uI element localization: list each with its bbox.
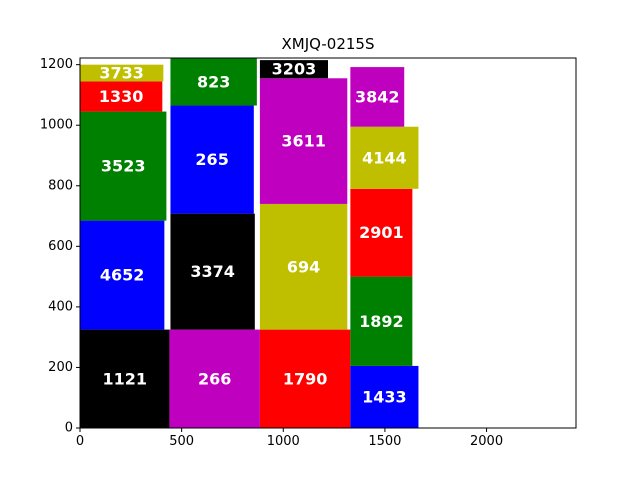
box-3374: 3374 <box>170 213 255 330</box>
box-823: 823 <box>170 58 257 106</box>
box-694: 694 <box>259 203 348 330</box>
y-tick-label: 1200 <box>40 57 73 72</box>
box-3611: 3611 <box>259 78 348 204</box>
box-label: 1892 <box>359 312 404 331</box>
chart-title: XMJQ-0215S <box>282 35 375 53</box>
box-rect <box>259 203 348 330</box>
box-rect <box>350 188 413 277</box>
box-1790: 1790 <box>259 329 351 428</box>
box-rect <box>80 329 170 428</box>
box-rect <box>259 78 348 204</box>
box-4652: 4652 <box>80 220 165 330</box>
box-1330: 1330 <box>80 81 163 112</box>
x-tick-label: 2000 <box>470 434 503 449</box>
x-tick-label: 1000 <box>267 434 300 449</box>
box-rect <box>259 60 328 79</box>
x-tick-label: 0 <box>76 434 84 449</box>
box-label: 4144 <box>362 148 407 167</box>
box-label: 266 <box>198 369 231 388</box>
plot-frame <box>79 57 577 429</box>
box-label: 1330 <box>99 87 144 106</box>
y-tick-label: 0 <box>65 421 73 436</box>
box-266: 266 <box>169 329 260 428</box>
box-3733: 3733 <box>80 63 164 82</box>
box-label: 823 <box>197 72 230 91</box>
box-rect <box>170 105 254 214</box>
box-3842: 3842 <box>350 67 405 127</box>
box-label: 2901 <box>359 223 404 242</box>
box-label: 265 <box>195 150 228 169</box>
y-tick-label: 1000 <box>40 118 73 133</box>
box-1892: 1892 <box>350 276 413 366</box>
boxes-layer: 1121 4652 3523 1330 3733 266 3374 265 823 1790 694… <box>80 58 419 428</box>
box-rect <box>259 329 351 428</box>
box-label: 3203 <box>272 60 317 79</box>
box-rect <box>80 111 167 221</box>
y-tick-label: 800 <box>48 178 73 193</box>
box-rect <box>350 365 419 428</box>
box-label: 1121 <box>102 369 147 388</box>
box-2901: 2901 <box>350 188 413 277</box>
axes: 0 500 1000 1500 2000 0 200 400 600 800 1000 1200 <box>40 57 503 449</box>
box-rect <box>170 58 257 106</box>
x-tick-label: 500 <box>169 434 194 449</box>
box-rect <box>169 329 260 428</box>
box-1433: 1433 <box>350 365 419 428</box>
box-label: 694 <box>287 257 320 276</box>
box-label: 3523 <box>101 157 146 176</box>
box-label: 3733 <box>99 63 144 82</box>
y-tick-label: 600 <box>48 239 73 254</box>
box-rect <box>350 276 413 366</box>
box-label: 1433 <box>362 387 407 406</box>
box-label: 1790 <box>283 369 328 388</box>
y-tick-label: 400 <box>48 299 73 314</box>
box-3203: 3203 <box>259 60 328 79</box>
y-tick-label: 200 <box>48 360 73 375</box>
box-rect <box>80 220 165 330</box>
box-265: 265 <box>170 105 254 214</box>
box-rect <box>80 64 164 82</box>
box-label: 3374 <box>190 262 235 281</box>
box-rect <box>80 81 163 112</box>
box-4144: 4144 <box>350 126 419 189</box>
box-label: 3842 <box>355 87 400 106</box>
box-label: 3611 <box>281 132 326 151</box>
x-tick-label: 1500 <box>368 434 401 449</box>
box-label: 4652 <box>100 266 145 285</box>
box-rect <box>350 126 419 189</box>
box-rect <box>170 213 255 330</box>
box-rect <box>350 67 405 127</box>
box-3523: 3523 <box>80 111 167 221</box>
box-1121: 1121 <box>80 329 170 428</box>
